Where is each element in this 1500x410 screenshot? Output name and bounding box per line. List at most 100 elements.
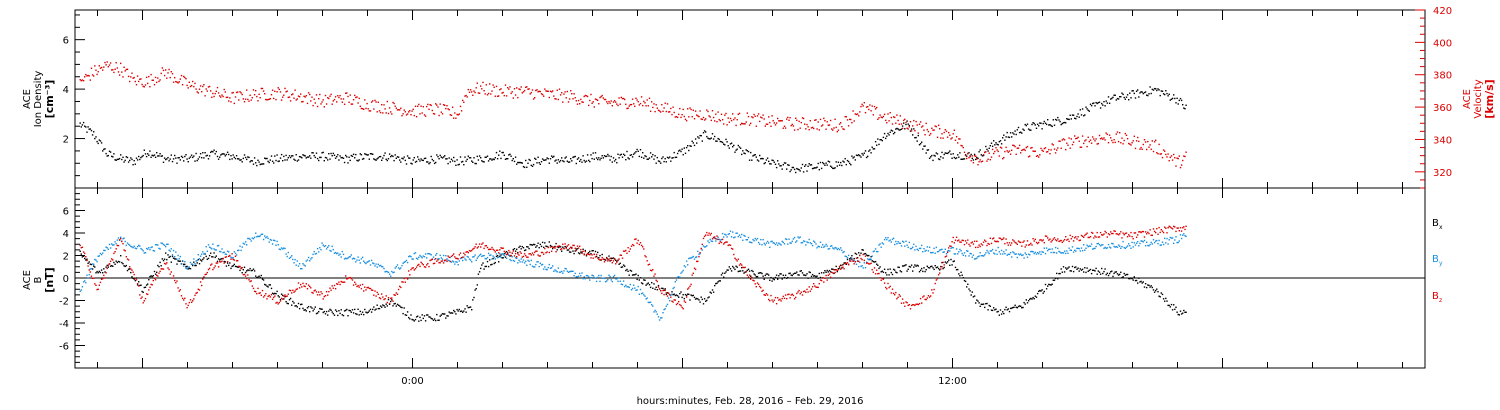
data-point (396, 264, 399, 266)
data-point (125, 68, 127, 71)
data-point (426, 105, 428, 108)
data-point (735, 124, 737, 127)
data-point (741, 153, 743, 156)
data-point (120, 237, 122, 240)
data-point (1015, 253, 1017, 255)
data-point (81, 256, 84, 258)
data-point (985, 151, 987, 153)
data-point (1087, 136, 1089, 138)
data-point (666, 103, 669, 105)
data-point (394, 267, 396, 269)
data-point (819, 279, 822, 281)
data-point (313, 308, 315, 310)
data-point (824, 270, 826, 272)
data-point (304, 309, 306, 311)
data-point (188, 266, 190, 268)
data-point (462, 311, 464, 313)
data-point (890, 129, 892, 131)
data-point (1144, 91, 1147, 93)
data-point (430, 104, 432, 107)
data-point (712, 116, 715, 119)
data-point (131, 276, 133, 278)
data-point (917, 249, 919, 252)
data-point (897, 266, 899, 268)
data-point (503, 250, 505, 253)
data-point (732, 146, 734, 148)
data-point (1043, 147, 1045, 150)
data-point (229, 255, 231, 257)
data-point (759, 120, 761, 123)
data-point (151, 284, 153, 286)
data-point (597, 158, 599, 161)
data-point (603, 98, 606, 101)
data-point (204, 252, 206, 255)
data-point (315, 252, 318, 255)
data-point (948, 132, 950, 134)
data-point (531, 165, 534, 167)
data-point (1167, 304, 1169, 307)
data-point (1067, 118, 1069, 120)
data-point (1058, 250, 1060, 253)
data-point (193, 258, 195, 260)
data-point (334, 251, 337, 254)
data-point (615, 259, 617, 261)
data-point (748, 274, 751, 276)
data-point (995, 241, 997, 243)
data-point (1087, 270, 1089, 272)
data-point (607, 153, 609, 156)
data-point (167, 267, 169, 269)
data-point (221, 248, 223, 250)
data-point (190, 301, 193, 303)
data-point (940, 156, 942, 158)
data-point (544, 247, 546, 250)
data-point (1140, 280, 1142, 283)
data-point (586, 154, 589, 156)
data-point (756, 275, 759, 278)
data-point (117, 237, 120, 239)
data-point (519, 161, 521, 164)
data-point (906, 244, 908, 246)
data-point (687, 293, 689, 295)
data-point (592, 152, 594, 154)
data-point (195, 264, 197, 267)
data-point (289, 100, 292, 102)
data-point (1132, 140, 1134, 142)
data-point (538, 265, 540, 268)
data-point (1053, 148, 1056, 150)
data-point (1110, 98, 1112, 100)
data-point (665, 305, 667, 307)
data-point (1056, 272, 1058, 275)
data-point (97, 288, 99, 290)
data-point (618, 277, 620, 279)
data-point (847, 125, 850, 127)
data-point (494, 258, 496, 260)
data-point (96, 288, 98, 291)
data-point (783, 297, 786, 299)
data-point (194, 263, 196, 265)
data-point (639, 149, 642, 151)
data-point (922, 270, 924, 273)
data-point (672, 294, 674, 296)
data-point (988, 147, 990, 149)
data-point (886, 122, 888, 124)
data-point (1114, 246, 1116, 248)
data-point (229, 262, 231, 264)
data-point (1165, 242, 1167, 244)
data-point (1020, 241, 1022, 244)
data-point (584, 161, 586, 163)
data-point (171, 160, 174, 163)
data-point (302, 100, 304, 103)
data-point (949, 250, 951, 252)
data-point (823, 246, 825, 248)
data-point (301, 303, 303, 305)
data-point (919, 247, 922, 250)
data-point (615, 278, 617, 280)
data-point (310, 258, 312, 260)
data-point (457, 114, 459, 116)
data-point (907, 246, 909, 248)
data-point (193, 298, 195, 300)
data-point (916, 303, 918, 305)
data-point (298, 287, 301, 289)
data-point (196, 91, 198, 93)
data-point (883, 132, 886, 135)
